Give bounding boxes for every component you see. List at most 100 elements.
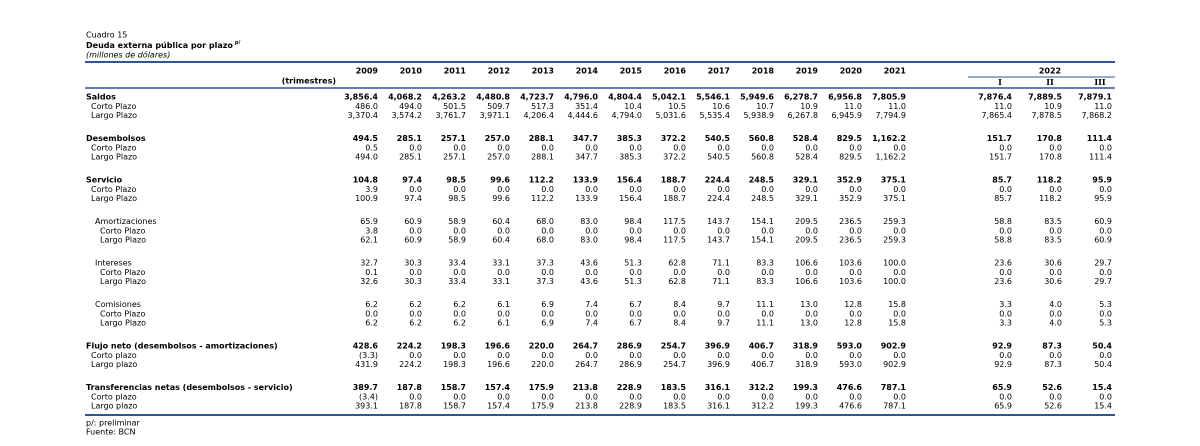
sub-value: 0.0: [673, 351, 686, 360]
caption: Cuadro 15: [86, 31, 127, 40]
sub-value: 198.3: [443, 360, 466, 369]
component-sub-value: 0.0: [893, 268, 906, 277]
sub-value: 11.0: [844, 102, 862, 111]
component-value: 259.3: [883, 217, 906, 226]
component-sub-value: 0.0: [1049, 268, 1062, 277]
sub-value: 560.8: [751, 153, 774, 162]
component-sub-value: 259.3: [883, 236, 906, 245]
component-sub-value: 0.0: [497, 226, 510, 235]
sub-value: 100.9: [355, 194, 378, 203]
section-value: 385.3: [617, 134, 642, 143]
section-value: 829.5: [837, 134, 863, 143]
section-value: 175.9: [529, 383, 555, 392]
sub-value: 4,206.4: [523, 111, 554, 120]
section-value: 389.7: [353, 383, 378, 392]
section-value: 95.9: [1092, 176, 1112, 185]
component-value: 29.7: [1094, 259, 1112, 268]
sub-value: 87.3: [1044, 360, 1062, 369]
section-value: 4,723.7: [520, 93, 554, 102]
component-sub-value: 154.1: [751, 236, 774, 245]
component-value: 6.2: [453, 300, 466, 309]
sub-value: 6,267.8: [787, 111, 818, 120]
section-value: 375.1: [881, 176, 907, 185]
section-value: 133.9: [573, 176, 599, 185]
component-value: 7.4: [585, 300, 598, 309]
component-sub-value: 117.5: [663, 236, 686, 245]
component-value: 58.9: [448, 217, 466, 226]
sub-value: 10.5: [668, 102, 686, 111]
component-sub-value: 0.0: [849, 226, 862, 235]
sub-value: 196.6: [487, 360, 510, 369]
component-sub-value: 60.9: [1094, 236, 1112, 245]
section-value: 50.4: [1092, 342, 1112, 351]
section-value: 5,546.1: [696, 93, 730, 102]
sub-value: 476.6: [839, 402, 862, 411]
sub-value: 133.9: [575, 194, 598, 203]
component-value: 60.4: [492, 217, 510, 226]
quarter-header: III: [1094, 77, 1105, 87]
section-value: 6,956.8: [828, 93, 862, 102]
sub-value: 11.0: [994, 102, 1012, 111]
component-value: 30.3: [404, 259, 422, 268]
sub-value: 92.9: [994, 360, 1012, 369]
component-sub-value: 0.0: [365, 309, 378, 318]
sub-value: 593.0: [839, 360, 862, 369]
component-value: 5.3: [1099, 300, 1112, 309]
component-sub-value: 98.4: [624, 236, 642, 245]
section-value: 406.7: [749, 342, 774, 351]
sub-value: 0.5: [365, 143, 378, 152]
component-sub-value: 0.0: [805, 226, 818, 235]
year-header: 2010: [400, 67, 423, 76]
component-sub-label: Corto Plazo: [100, 309, 145, 318]
component-sub-value: 51.3: [624, 277, 642, 286]
section-value: 158.7: [441, 383, 466, 392]
section-value: 85.7: [992, 176, 1012, 185]
sub-value: 97.4: [404, 194, 422, 203]
component-sub-value: 58.9: [448, 236, 466, 245]
component-sub-value: 0.0: [673, 309, 686, 318]
sub-value: 0.0: [1049, 392, 1062, 401]
sub-value: 98.5: [448, 194, 466, 203]
sub-value: 0.0: [1049, 351, 1062, 360]
component-sub-value: 43.6: [580, 277, 598, 286]
sub-value: 257.1: [443, 153, 466, 162]
section-label: Flujo neto (desembolsos - amortizaciones…: [86, 342, 278, 351]
component-value: 100.0: [883, 259, 906, 268]
section-value: 288.1: [529, 134, 555, 143]
section-value: 188.7: [661, 176, 686, 185]
sub-label: Largo Plazo: [91, 153, 137, 162]
component-sub-value: 0.0: [673, 226, 686, 235]
sub-value: 0.0: [1049, 143, 1062, 152]
sub-value: 0.0: [805, 185, 818, 194]
sub-value: 0.0: [849, 185, 862, 194]
section-value: 329.1: [793, 176, 819, 185]
section-value: 396.9: [705, 342, 731, 351]
sub-label: Corto Plazo: [91, 102, 136, 111]
sub-value: 3,971.1: [479, 111, 510, 120]
section-value: 5,042.1: [652, 93, 686, 102]
sub-value: 183.5: [663, 402, 686, 411]
component-value: 6.7: [629, 300, 642, 309]
section-value: 312.2: [749, 383, 774, 392]
component-sub-value: 0.0: [585, 309, 598, 318]
section-value: 347.7: [573, 134, 598, 143]
footnote: p/: preliminar: [86, 419, 141, 428]
sub-value: 0.0: [999, 392, 1012, 401]
component-value: 83.3: [756, 259, 774, 268]
sub-value: 406.7: [751, 360, 774, 369]
component-sub-value: 6.1: [497, 319, 510, 328]
component-value: 6.2: [365, 300, 378, 309]
section-value: 7,889.5: [1028, 93, 1062, 102]
sub-value: 10.7: [756, 102, 774, 111]
section-value: 151.7: [987, 134, 1012, 143]
sub-value: 264.7: [575, 360, 598, 369]
sub-value: 829.5: [839, 153, 862, 162]
component-sub-value: 0.0: [805, 309, 818, 318]
sub-value: 0.0: [585, 185, 598, 194]
sub-value: 0.0: [453, 392, 466, 401]
component-value: 98.4: [624, 217, 642, 226]
component-value: 51.3: [624, 259, 642, 268]
sub-value: 111.4: [1089, 153, 1112, 162]
sub-value: 528.4: [795, 153, 818, 162]
sub-value: 3.9: [365, 185, 378, 194]
